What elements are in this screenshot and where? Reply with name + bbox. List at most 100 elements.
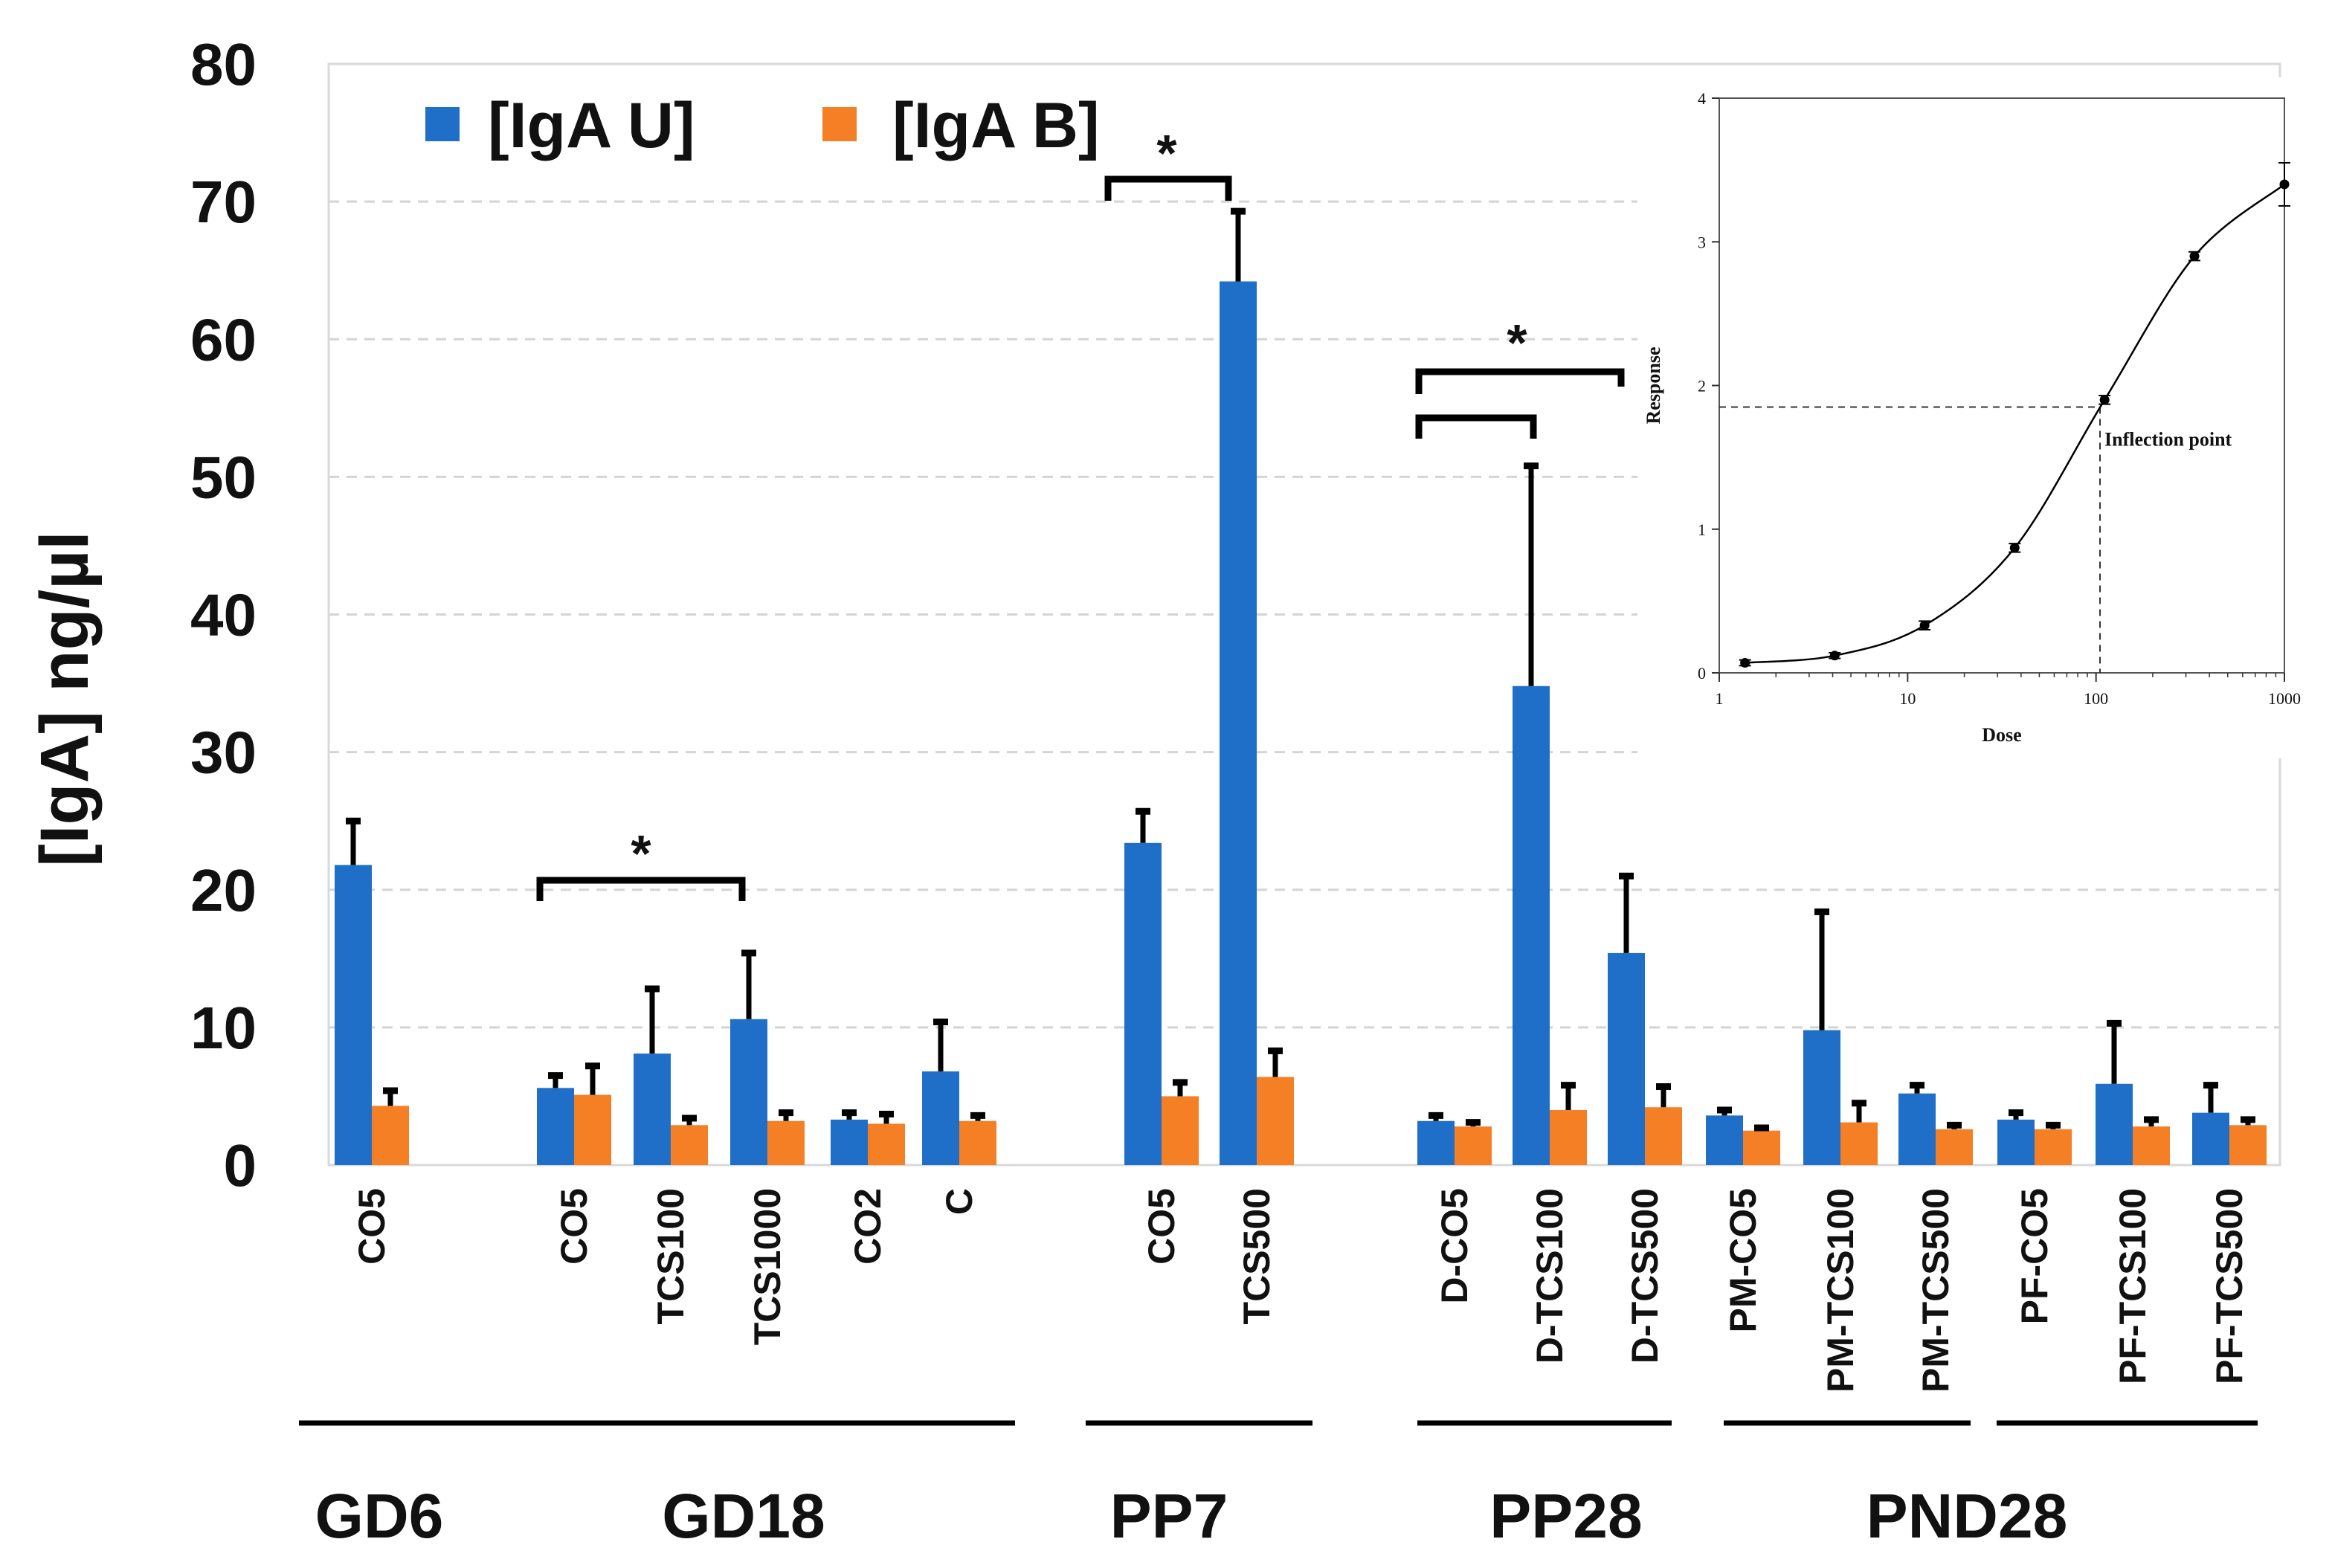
iga-b-bar [671, 1125, 708, 1165]
x-tick-label: CO5 [1141, 1188, 1182, 1265]
inset-data-point [1740, 657, 1750, 668]
inset-x-axis-title: Dose [1982, 724, 2021, 746]
y-tick-label: 20 [190, 857, 257, 923]
y-tick-label: 50 [190, 444, 257, 510]
iga-b-bar [1840, 1122, 1878, 1165]
inset-data-point [2009, 543, 2020, 553]
iga-b-bar [372, 1106, 409, 1165]
x-tick-label: TCS1000 [747, 1188, 788, 1345]
inset-y-axis-title: Response [1643, 346, 1664, 424]
inset-annotation: Inflection point [2104, 428, 2232, 450]
iga-u-bar [2096, 1083, 2133, 1165]
y-tick-label: 40 [190, 582, 257, 648]
group-label: GD6 [315, 1481, 444, 1551]
y-tick-label: 10 [190, 995, 257, 1061]
x-tick-label: CO5 [351, 1188, 393, 1265]
x-tick-label: TCS500 [1236, 1188, 1278, 1324]
x-tick-label: PF-CO5 [2014, 1188, 2055, 1324]
iga-b-bar [1162, 1096, 1199, 1165]
iga-b-bar [1455, 1126, 1492, 1165]
inset-x-tick-label: 1000 [2268, 689, 2301, 708]
iga-b-bar [2035, 1129, 2072, 1165]
iga-u-bar [1513, 685, 1550, 1165]
y-tick-label: 30 [190, 720, 257, 786]
x-tick-label: D-TCS100 [1529, 1188, 1571, 1364]
legend-swatch-iga-b [822, 107, 857, 141]
inset-data-point [1919, 620, 1930, 630]
iga-u-bar [537, 1088, 574, 1165]
y-tick-label: 80 [190, 31, 257, 97]
inset-x-tick-label: 1 [1716, 689, 1724, 708]
bars [335, 207, 2267, 1165]
iga-u-bar [1220, 281, 1257, 1165]
inset-data-point [2189, 251, 2200, 262]
iga-b-bar [767, 1120, 805, 1165]
x-tick-label: PM-TCS500 [1915, 1188, 1956, 1393]
iga-b-bar [2229, 1125, 2267, 1165]
group-label: PND28 [1866, 1481, 2068, 1551]
group-label: GD18 [662, 1481, 825, 1551]
iga-b-bar [959, 1120, 996, 1165]
inset-y-tick-label: 1 [1698, 520, 1706, 539]
iga-u-bar [2192, 1112, 2229, 1165]
iga-b-bar [1743, 1130, 1780, 1165]
iga-b-bar [1936, 1129, 1973, 1165]
y-axis-title: [IgA] ng/µl [27, 531, 103, 867]
x-tick-label: PF-TCS500 [2209, 1188, 2250, 1384]
iga-b-bar [1257, 1077, 1294, 1165]
inset-y-tick-label: 2 [1698, 377, 1706, 396]
inset-x-tick-label: 100 [2084, 689, 2108, 708]
x-tick-label: D-CO5 [1434, 1188, 1475, 1304]
iga-b-bar [868, 1123, 905, 1165]
inset-data-point [1829, 651, 1840, 661]
legend-label-iga-b: [IgA B] [892, 90, 1100, 161]
inset-y-tick-label: 4 [1698, 89, 1706, 108]
legend: [IgA U] [IgA B] [425, 90, 1100, 161]
x-tick-label: PM-TCS100 [1820, 1188, 1861, 1393]
inset-y-tick-label: 3 [1698, 233, 1706, 251]
y-tick-label: 70 [190, 169, 257, 235]
iga-u-bar [831, 1119, 868, 1165]
significance-brackets: * * * [536, 124, 1625, 901]
y-tick-label: 60 [190, 306, 257, 372]
x-tick-label: D-TCS500 [1624, 1188, 1666, 1364]
iga-u-bar [1608, 952, 1645, 1165]
significance-bracket [536, 877, 746, 901]
iga-u-bar [1803, 1030, 1840, 1165]
iga-u-bar [335, 865, 372, 1165]
significance-bracket [1415, 368, 1625, 394]
x-tick-label: TCS100 [650, 1188, 692, 1324]
y-axis: 0 10 20 30 40 50 60 70 80 [IgA] ng/µl [27, 31, 257, 1198]
legend-swatch-iga-u [425, 107, 460, 141]
significance-star: * [631, 825, 651, 883]
iga-b-bar [574, 1094, 611, 1165]
iga-u-bar [1997, 1119, 2035, 1165]
x-tick-label: PM-CO5 [1722, 1188, 1764, 1332]
legend-label-iga-u: [IgA U] [488, 90, 695, 161]
significance-bracket [1415, 414, 1537, 439]
inset-x-tick-label: 10 [1899, 689, 1916, 708]
iga-u-bar [1124, 842, 1162, 1165]
inset-y-tick-label: 0 [1698, 664, 1706, 683]
iga-u-bar [730, 1019, 767, 1165]
significance-bracket [1104, 175, 1232, 201]
inset-data-point [2099, 395, 2110, 405]
inset-data-point [2279, 179, 2290, 190]
x-axis: CO5 CO5 TCS100 TCS1000 CO2 C CO5 TCS500 D-CO5 D-T… [351, 1188, 2250, 1393]
iga-u-bar [1417, 1120, 1455, 1165]
y-tick-label: 0 [224, 1132, 257, 1198]
x-tick-label: CO2 [847, 1188, 889, 1265]
significance-star: * [1507, 314, 1527, 372]
significance-star: * [1156, 124, 1177, 182]
group-label: PP7 [1110, 1481, 1228, 1551]
iga-b-bar [2133, 1126, 2170, 1165]
iga-b-bar [1645, 1107, 1682, 1165]
inset-background [1637, 77, 2304, 758]
iga-u-bar [922, 1071, 959, 1165]
x-tick-label: C [938, 1188, 980, 1215]
iga-b-bar [1550, 1109, 1587, 1165]
iga-u-bar [1898, 1093, 1936, 1165]
x-tick-label: CO5 [553, 1188, 595, 1265]
